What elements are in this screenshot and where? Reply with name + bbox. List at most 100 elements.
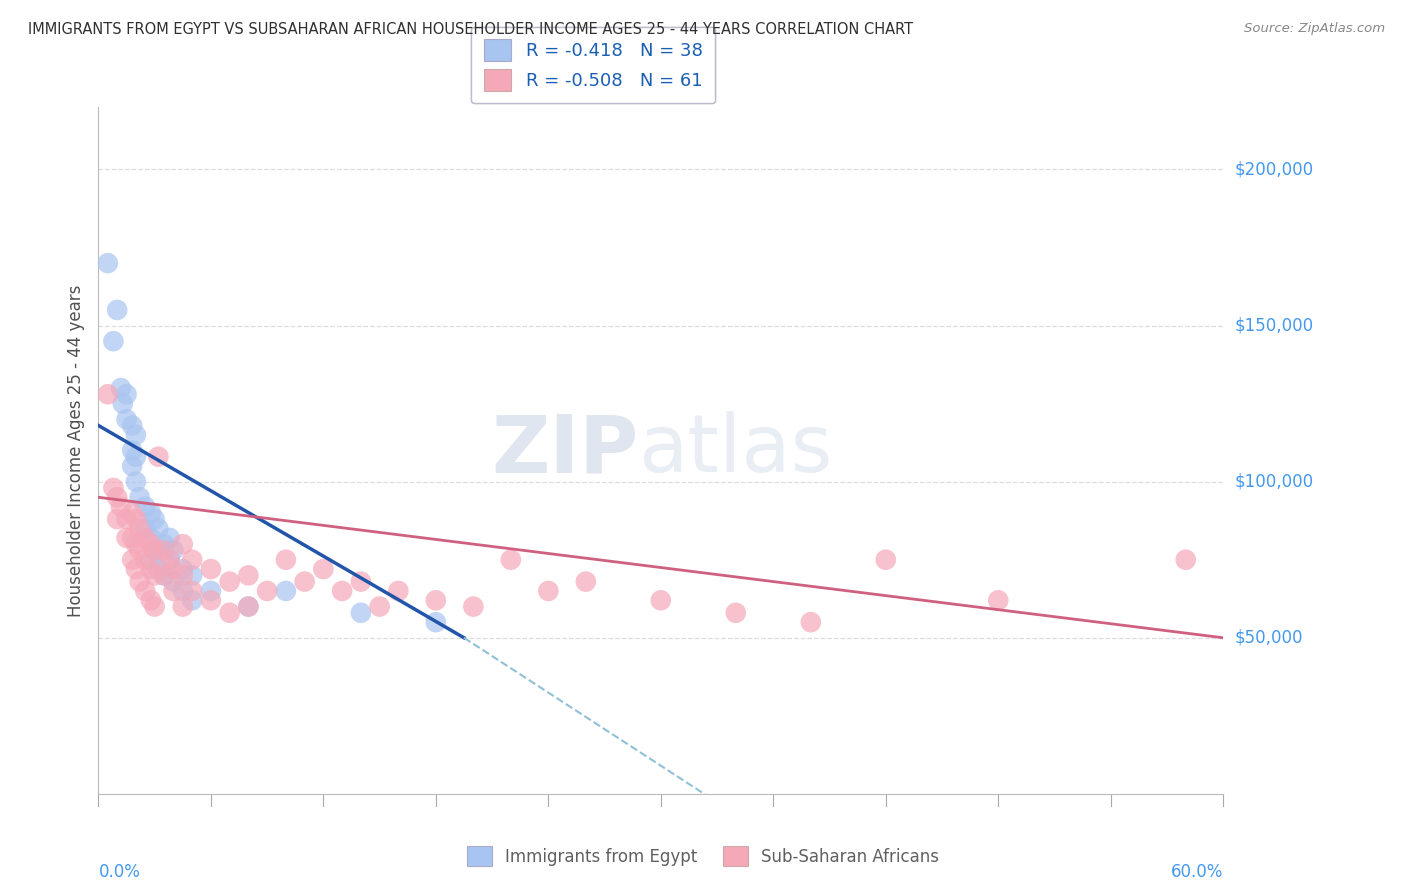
Point <box>162 562 184 576</box>
Point <box>148 450 170 464</box>
Point <box>128 521 150 535</box>
Point <box>125 427 148 442</box>
Point <box>218 574 240 589</box>
Point <box>111 396 134 410</box>
Point <box>159 552 181 567</box>
Point <box>800 615 823 630</box>
Point <box>143 543 166 558</box>
Point <box>105 303 128 318</box>
Point <box>425 615 447 630</box>
Point <box>125 562 148 576</box>
Point <box>172 599 194 614</box>
Point <box>162 543 184 558</box>
Point <box>294 574 316 589</box>
Point <box>153 568 176 582</box>
Text: Source: ZipAtlas.com: Source: ZipAtlas.com <box>1244 22 1385 36</box>
Point <box>181 593 204 607</box>
Point <box>200 593 222 607</box>
Point <box>121 531 143 545</box>
Point <box>172 568 194 582</box>
Point <box>350 606 373 620</box>
Point <box>575 574 598 589</box>
Point <box>139 531 162 545</box>
Point <box>139 552 162 567</box>
Point <box>115 512 138 526</box>
Point <box>125 512 148 526</box>
Point <box>238 599 260 614</box>
Point <box>499 552 522 567</box>
Point <box>139 506 162 520</box>
Point <box>110 500 132 514</box>
Text: IMMIGRANTS FROM EGYPT VS SUBSAHARAN AFRICAN HOUSEHOLDER INCOME AGES 25 - 44 YEAR: IMMIGRANTS FROM EGYPT VS SUBSAHARAN AFRI… <box>28 22 914 37</box>
Point <box>121 443 143 458</box>
Point <box>134 500 156 514</box>
Text: atlas: atlas <box>638 411 832 490</box>
Point <box>121 418 143 433</box>
Point <box>350 574 373 589</box>
Point <box>121 458 143 473</box>
Point <box>218 606 240 620</box>
Point <box>1174 552 1197 567</box>
Point <box>181 552 204 567</box>
Point <box>238 599 260 614</box>
Text: 60.0%: 60.0% <box>1171 863 1223 880</box>
Point <box>125 450 148 464</box>
Point <box>153 568 176 582</box>
Point <box>162 583 184 598</box>
Text: $200,000: $200,000 <box>1234 161 1313 178</box>
Point <box>148 521 170 535</box>
Point <box>128 490 150 504</box>
Point <box>110 381 132 395</box>
Point <box>274 552 297 567</box>
Point <box>139 562 162 576</box>
Text: $150,000: $150,000 <box>1234 317 1313 334</box>
Point <box>103 481 125 495</box>
Point <box>105 512 128 526</box>
Point <box>159 552 181 567</box>
Point <box>139 593 162 607</box>
Point <box>153 543 176 558</box>
Point <box>172 583 194 598</box>
Text: 0.0%: 0.0% <box>98 863 141 880</box>
Text: ZIP: ZIP <box>491 411 638 490</box>
Point <box>115 531 138 545</box>
Point <box>987 593 1010 607</box>
Point <box>181 583 204 598</box>
Point <box>143 568 166 582</box>
Point <box>274 583 297 598</box>
Point <box>724 606 747 620</box>
Point <box>330 583 353 598</box>
Point <box>162 574 184 589</box>
Point <box>134 521 156 535</box>
Point <box>387 583 409 598</box>
Point <box>312 562 335 576</box>
Point <box>148 562 170 576</box>
Point <box>134 583 156 598</box>
Y-axis label: Householder Income Ages 25 - 44 years: Householder Income Ages 25 - 44 years <box>66 285 84 616</box>
Point <box>125 475 148 489</box>
Point <box>368 599 391 614</box>
Point <box>121 506 143 520</box>
Legend: Immigrants from Egypt, Sub-Saharan Africans: Immigrants from Egypt, Sub-Saharan Afric… <box>458 838 948 875</box>
Point <box>115 412 138 426</box>
Point <box>650 593 672 607</box>
Point <box>200 562 222 576</box>
Text: $100,000: $100,000 <box>1234 473 1313 491</box>
Point <box>143 512 166 526</box>
Point <box>134 552 156 567</box>
Point <box>97 256 120 270</box>
Point <box>238 568 260 582</box>
Point <box>256 583 278 598</box>
Point <box>463 599 485 614</box>
Point <box>139 537 162 551</box>
Point <box>143 599 166 614</box>
Point <box>153 537 176 551</box>
Point <box>143 543 166 558</box>
Point <box>97 387 120 401</box>
Point <box>875 552 897 567</box>
Point <box>200 583 222 598</box>
Point <box>125 537 148 551</box>
Point <box>172 537 194 551</box>
Point <box>181 568 204 582</box>
Point <box>103 334 125 348</box>
